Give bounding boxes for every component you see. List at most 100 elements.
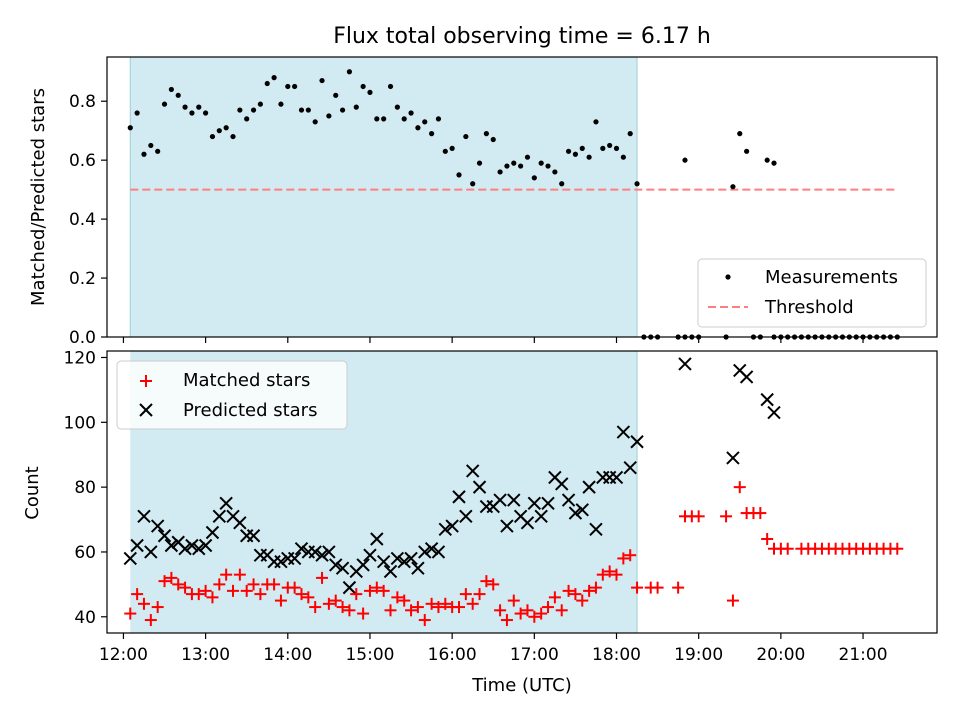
predicted-point [493, 493, 507, 507]
predicted-point-stroke [582, 480, 596, 494]
predicted-point-stroke [205, 525, 220, 540]
measurement-point [497, 169, 503, 175]
measurement-point [682, 157, 688, 163]
predicted-point [555, 477, 569, 491]
matched-point [500, 614, 513, 627]
matched-point [521, 604, 534, 617]
predicted-point-stroke [616, 425, 631, 439]
measurement-point [586, 154, 592, 160]
predicted-point-stroke [527, 496, 542, 511]
measurement-point [381, 116, 387, 122]
bottom-panel: 40 60 80 100 120 12:00 13:00 14:00 15:00 16:00 17… [22, 348, 938, 696]
matched-point [165, 571, 178, 584]
predicted-point-stroke [438, 522, 453, 536]
matched-point [432, 601, 445, 614]
measurement-point [333, 92, 339, 98]
measurement-point [613, 145, 620, 151]
measurement-point [737, 131, 743, 137]
predicted-point-stroke [383, 564, 398, 579]
predicted-point-stroke [370, 532, 384, 546]
bottom-xtick-label: 20:00 [756, 645, 805, 665]
predicted-point-stroke [356, 558, 370, 572]
matched-point [343, 604, 356, 617]
measurement-point [627, 131, 633, 137]
top-legend-frame [697, 258, 927, 328]
predicted-point-stroke [308, 545, 322, 559]
measurement-point [148, 142, 154, 149]
predicted-point [335, 561, 350, 575]
matched-point [596, 568, 609, 581]
measurement-point [600, 145, 606, 151]
top-ytick-label: 0.4 [69, 210, 96, 230]
predicted-point [274, 554, 288, 569]
predicted-point-stroke [555, 477, 569, 491]
legend-predicted-marker [139, 403, 153, 417]
legend-matched-label: Matched stars [183, 370, 310, 391]
predicted-point-stroke [445, 519, 459, 533]
bottom-yticks: 40 60 80 100 120 [64, 348, 107, 628]
predicted-point-stroke [329, 558, 343, 572]
measurement-point [216, 128, 222, 134]
measurement-point [244, 116, 250, 122]
predicted-point [534, 509, 548, 524]
bottom-matched-group [124, 481, 904, 627]
predicted-point-stroke [589, 522, 603, 536]
predicted-point-stroke [678, 357, 692, 371]
measurement-point [634, 181, 640, 187]
predicted-point [616, 425, 631, 439]
bottom-xtick-label: 14:00 [263, 645, 312, 665]
predicted-point-stroke [513, 509, 528, 524]
matched-point [151, 601, 164, 614]
predicted-point-stroke [760, 392, 774, 407]
predicted-point [164, 538, 179, 553]
matched-point [576, 594, 589, 607]
measurement-point [559, 181, 565, 187]
measurement-point [463, 133, 469, 140]
top-ytick-label: 0.0 [69, 328, 96, 348]
matched-point [302, 591, 315, 604]
matched-point [179, 581, 192, 594]
predicted-point [445, 519, 459, 533]
matched-point [617, 552, 630, 565]
matched-point [418, 614, 431, 627]
matched-point [494, 604, 507, 617]
predicted-point [192, 542, 206, 556]
predicted-point-stroke [493, 493, 507, 507]
measurement-point [387, 83, 394, 90]
predicted-point [130, 538, 144, 553]
matched-point [535, 607, 548, 620]
predicted-point-stroke [157, 529, 172, 543]
matched-point [761, 533, 774, 545]
matched-point [452, 601, 465, 614]
predicted-point-stroke [472, 480, 487, 494]
measurement-point [511, 160, 517, 166]
measurement-point [346, 69, 353, 75]
measurement-point [476, 160, 483, 166]
matched-point [754, 507, 767, 520]
predicted-point [157, 529, 172, 543]
matched-point [316, 571, 329, 584]
predicted-point [726, 451, 740, 465]
predicted-point-stroke [452, 490, 466, 504]
predicted-point-stroke [418, 545, 432, 559]
predicted-point-stroke [500, 519, 514, 533]
predicted-point [212, 509, 227, 524]
predicted-point [185, 538, 199, 553]
legend-predicted-label: Predicted stars [183, 400, 317, 421]
matched-point [569, 588, 582, 601]
measurement-point [257, 101, 263, 107]
bottom-xtick-label: 15:00 [345, 645, 394, 665]
matched-point [473, 588, 486, 601]
predicted-point-stroke [390, 551, 405, 566]
matched-point [220, 568, 233, 581]
predicted-point [342, 580, 357, 595]
predicted-point [459, 509, 473, 524]
predicted-point-stroke [144, 545, 158, 559]
matched-point [309, 601, 322, 614]
predicted-point-stroke [123, 551, 137, 566]
predicted-point-stroke [459, 509, 473, 524]
predicted-point [739, 370, 754, 384]
bottom-xtick-label: 12:00 [99, 645, 148, 665]
bottom-xtick-label: 13:00 [181, 645, 230, 665]
